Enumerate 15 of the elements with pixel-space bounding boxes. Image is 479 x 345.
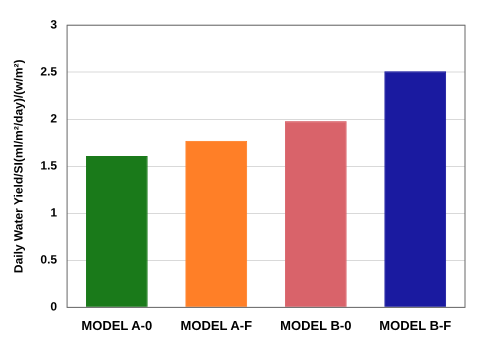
y-tick-label: 0 bbox=[50, 300, 58, 314]
y-tick-label: 1 bbox=[50, 206, 58, 220]
y-tick-label: 0.5 bbox=[40, 252, 58, 267]
x-tick-label: MODEL A-0 bbox=[81, 318, 152, 333]
x-tick-label: MODEL B-0 bbox=[280, 318, 352, 333]
y-tick-label: 3 bbox=[50, 18, 58, 32]
bar bbox=[284, 121, 347, 307]
y-tick-label: 2.5 bbox=[40, 64, 58, 79]
y-axis-title: Daily Water Yield/SI(ml/m²/day)/(w/m²) bbox=[12, 59, 26, 274]
bar bbox=[86, 156, 148, 307]
y-tick-label: 2 bbox=[50, 112, 58, 126]
bar bbox=[185, 140, 248, 307]
y-tick-label: 1.5 bbox=[40, 158, 58, 173]
x-tick-label: MODEL A-F bbox=[180, 318, 252, 333]
x-tick-label: MODEL B-F bbox=[379, 318, 452, 333]
